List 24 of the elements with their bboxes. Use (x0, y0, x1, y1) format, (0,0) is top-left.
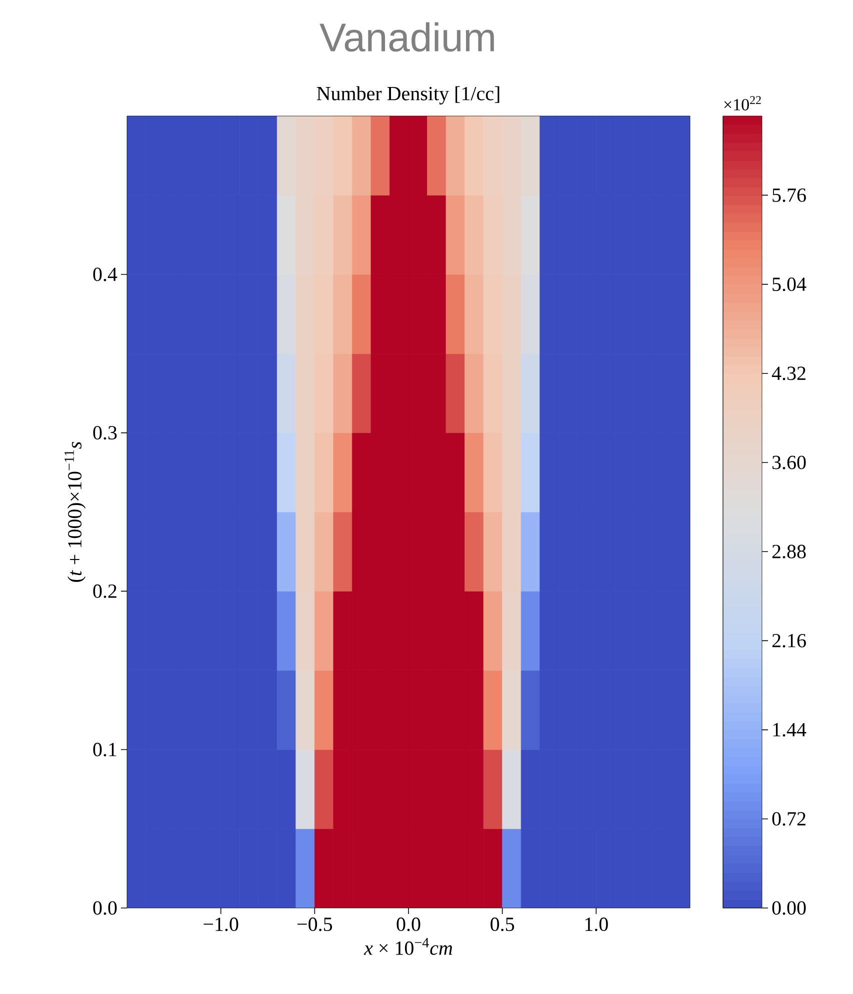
x-tick-label: −0.5 (298, 918, 332, 932)
chart-subtitle: Number Density [1/cc] (316, 86, 500, 104)
chart-title: Vanadium (320, 22, 494, 52)
color-bar-label: 3.60 (772, 456, 806, 470)
color-bar-label: 5.76 (772, 188, 806, 202)
y-tick-label: 0.1 (93, 742, 116, 756)
color-bar-label: 0.72 (772, 812, 806, 826)
color-bar-label: 4.32 (772, 366, 806, 380)
color-bar-label: 0.00 (772, 901, 806, 915)
y-tick-label: 0.2 (93, 584, 116, 598)
color-bar-label: 5.04 (772, 278, 806, 292)
y-tick-label: 0.3 (93, 426, 117, 440)
y-tick-label: 0.4 (93, 268, 118, 282)
y-axis-title: (t + 1000)×10$^{−11}$s (64, 442, 86, 582)
x-tick-label: 1.0 (585, 918, 608, 932)
x-tick-label: 0.5 (490, 918, 514, 932)
x-tick-label: 0.0 (396, 918, 420, 932)
color-bar-label: 2.88 (772, 544, 806, 558)
color-bar-title: ×10$^{22}$ (724, 96, 761, 110)
y-tick-label: 0.0 (93, 901, 117, 915)
x-axis-title: x × 10$^{−4}$cm (364, 938, 452, 955)
color-bar-label: 2.16 (772, 634, 806, 648)
color-bar-label: 1.44 (773, 723, 806, 737)
x-tick-label: −1.0 (204, 918, 238, 932)
